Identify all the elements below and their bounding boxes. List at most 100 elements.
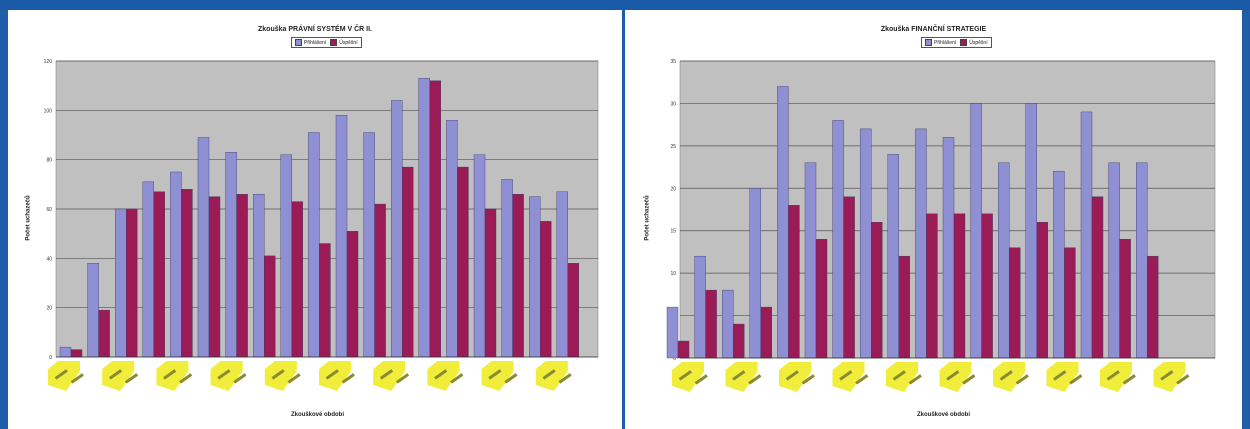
bar-series-1 bbox=[308, 132, 320, 358]
x-tick-label-box bbox=[779, 362, 811, 392]
x-tick-label-text bbox=[801, 374, 815, 385]
bar-series-2 bbox=[815, 238, 828, 359]
bar-series-1 bbox=[418, 78, 430, 358]
x-tick-label-text bbox=[325, 369, 339, 380]
bar-series-2 bbox=[1036, 222, 1048, 359]
bar-series-2 bbox=[70, 349, 83, 358]
chart-panel-financni-strategie: Zkouška FINANČNÍ STRATEGIE Přihlášení Ús… bbox=[625, 10, 1242, 429]
x-tick-label bbox=[264, 361, 301, 391]
bar-series-1 bbox=[887, 154, 899, 359]
y-tick-label: 100 bbox=[44, 108, 53, 114]
x-tick-label bbox=[102, 361, 139, 391]
slide-top-bar bbox=[0, 0, 1250, 10]
y-tick-label: 120 bbox=[44, 59, 53, 65]
x-tick-label-box bbox=[210, 361, 243, 391]
bar-series-2 bbox=[1064, 247, 1076, 359]
bar-series-1 bbox=[998, 162, 1010, 359]
y-tick-label: 25 bbox=[670, 144, 676, 150]
x-tick-label-text bbox=[999, 370, 1013, 381]
bar-series-1 bbox=[1108, 162, 1120, 359]
x-tick-label bbox=[886, 362, 922, 392]
x-tick-label-text bbox=[217, 369, 231, 380]
x-tick-label-text bbox=[395, 373, 410, 384]
x-tick-label-box bbox=[672, 362, 704, 392]
x-tick-label bbox=[156, 361, 193, 391]
bar-series-1 bbox=[529, 196, 541, 358]
bar-series-2 bbox=[788, 205, 800, 359]
bar-series-2 bbox=[843, 196, 855, 359]
x-tick-label-box bbox=[832, 362, 865, 392]
bar-series-1 bbox=[556, 191, 568, 358]
bar-series-1 bbox=[280, 154, 292, 358]
bar-series-1 bbox=[666, 306, 679, 359]
y-tick-label: 40 bbox=[46, 256, 52, 262]
bar-series-1 bbox=[1025, 103, 1037, 359]
bar-series-1 bbox=[1053, 171, 1065, 359]
x-tick-label bbox=[48, 361, 84, 391]
y-tick-label: 10 bbox=[670, 271, 676, 277]
x-tick-label bbox=[779, 362, 815, 392]
x-tick-label-text bbox=[1176, 374, 1190, 385]
x-tick-label-text bbox=[1106, 370, 1120, 381]
bar-series-1 bbox=[721, 289, 734, 359]
bar-series-2 bbox=[981, 213, 993, 359]
x-tick-label-box bbox=[725, 362, 758, 392]
x-tick-label-text bbox=[1015, 374, 1029, 385]
bar-series-1 bbox=[252, 193, 265, 358]
x-tick-label-box bbox=[319, 361, 351, 391]
x-tick-label bbox=[993, 362, 1029, 392]
bar-series-2 bbox=[264, 255, 276, 358]
bar-series-2 bbox=[512, 193, 524, 358]
bar-series-1 bbox=[197, 137, 210, 358]
bar-series-1 bbox=[501, 179, 513, 358]
y-tick-label: 15 bbox=[670, 229, 676, 235]
x-tick-label-box bbox=[156, 361, 189, 391]
x-tick-label-text bbox=[1069, 374, 1083, 385]
x-tick-label-box bbox=[427, 361, 460, 391]
x-tick-label-text bbox=[108, 369, 123, 380]
bar-series-1 bbox=[832, 120, 844, 359]
legend-item-series-2: Úspěšní bbox=[330, 39, 358, 46]
bar-series-1 bbox=[446, 119, 458, 358]
bar-series-1 bbox=[915, 128, 927, 359]
y-tick-label: 30 bbox=[670, 101, 676, 107]
bar-series-1 bbox=[225, 152, 237, 358]
bar-series-2 bbox=[870, 222, 883, 359]
bar-series-1 bbox=[473, 154, 486, 358]
x-tick-label bbox=[939, 362, 976, 392]
bar-series-1 bbox=[694, 255, 706, 359]
x-tick-label bbox=[373, 361, 410, 391]
x-tick-label-text bbox=[233, 373, 247, 384]
x-tick-label bbox=[1100, 362, 1136, 392]
y-tick-label: 0 bbox=[49, 355, 52, 361]
x-tick-label-text bbox=[287, 373, 301, 384]
bar-series-1 bbox=[391, 100, 403, 358]
x-tick-label-box bbox=[373, 361, 406, 391]
x-tick-label-box bbox=[1046, 362, 1079, 392]
bar-series-1 bbox=[363, 132, 375, 358]
x-tick-label-text bbox=[434, 369, 448, 380]
x-tick-label-box bbox=[264, 361, 297, 391]
bar-series-2 bbox=[374, 203, 386, 358]
chart-panel-pravni-system: Zkouška PRÁVNÍ SYSTÉM V ČR II. Přihlášen… bbox=[8, 10, 622, 429]
y-tick-label: 35 bbox=[670, 59, 676, 65]
bar-series-2 bbox=[732, 323, 745, 359]
x-tick-label-text bbox=[694, 374, 708, 385]
y-tick-label: 0 bbox=[673, 356, 676, 362]
x-tick-label-text bbox=[855, 374, 869, 385]
x-tick-label bbox=[725, 362, 762, 392]
bar-series-1 bbox=[1136, 162, 1148, 359]
x-tick-label bbox=[427, 361, 464, 391]
bar-series-2 bbox=[346, 230, 359, 358]
chart-title: Zkouška PRÁVNÍ SYSTÉM V ČR II. bbox=[258, 26, 372, 33]
x-tick-label bbox=[535, 361, 572, 391]
x-tick-label-box bbox=[1153, 362, 1186, 392]
x-tick-label bbox=[832, 362, 869, 392]
bar-series-2 bbox=[705, 289, 717, 359]
x-tick-label-text bbox=[946, 370, 960, 381]
bar-series-1 bbox=[87, 263, 99, 358]
bar-series-2 bbox=[484, 208, 497, 358]
bar-series-2 bbox=[540, 221, 552, 358]
x-tick-label-text bbox=[450, 373, 464, 384]
x-tick-label-box bbox=[481, 361, 514, 391]
